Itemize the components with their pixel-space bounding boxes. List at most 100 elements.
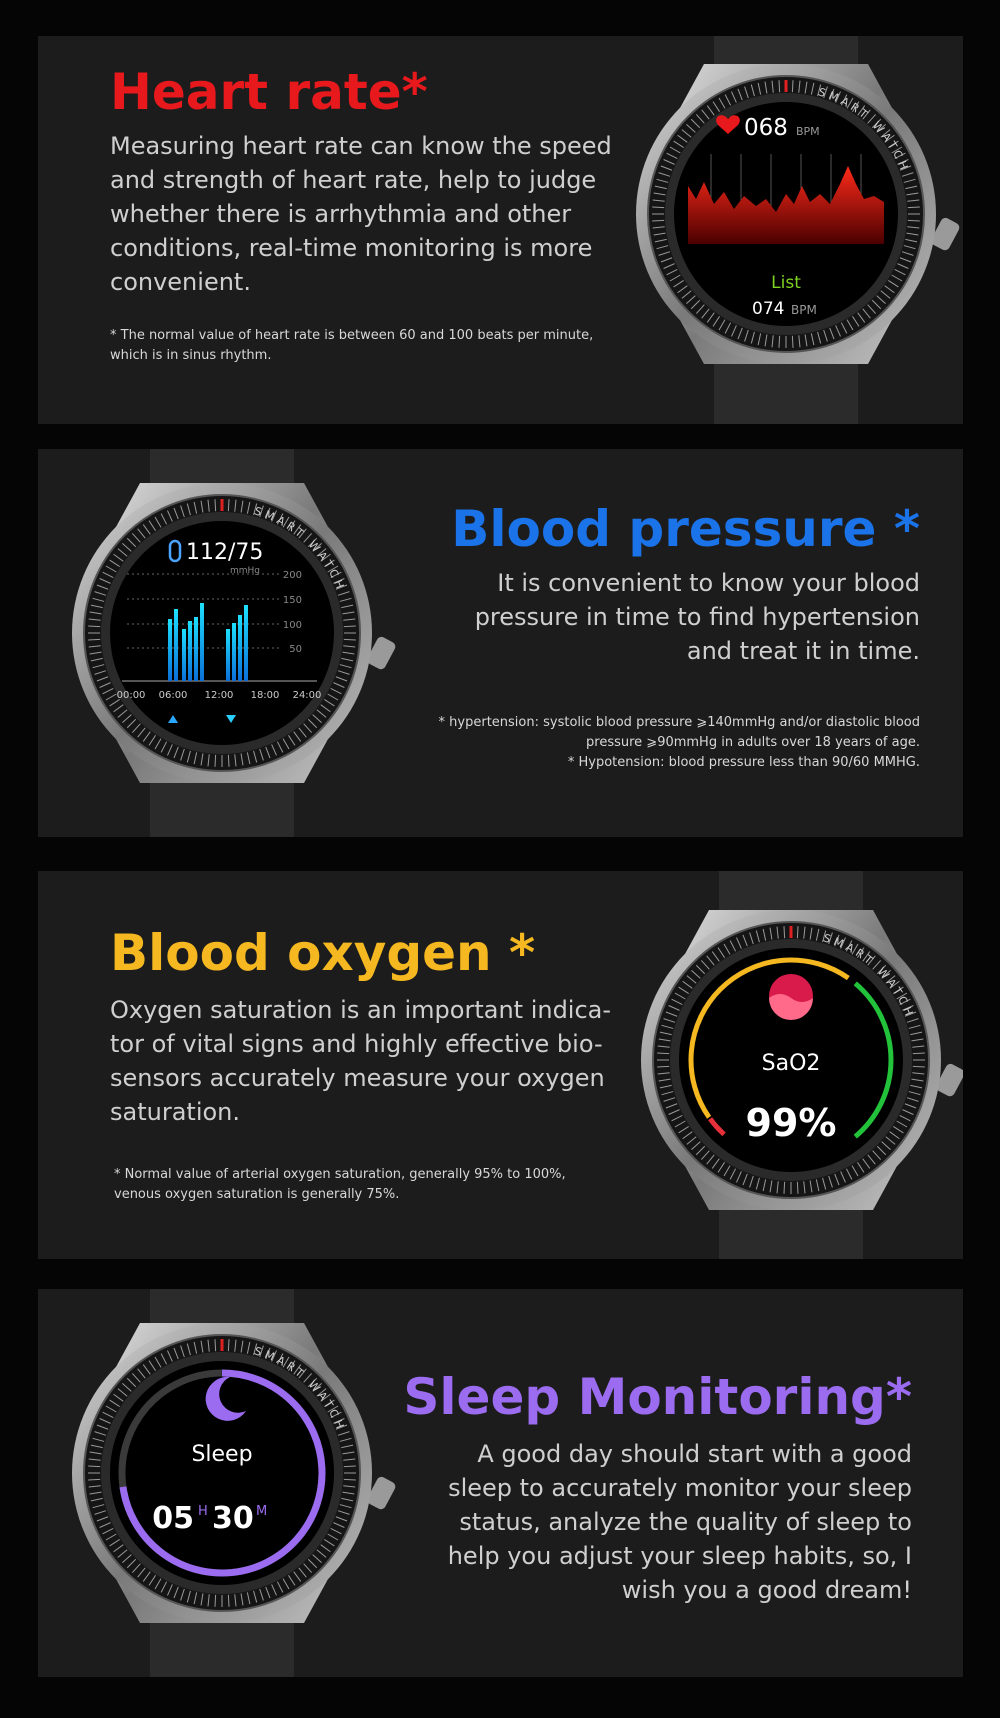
bezel-tick — [910, 1031, 923, 1036]
bezel-tick — [246, 1341, 251, 1354]
bezel-tick — [207, 1339, 210, 1352]
bezel-tick — [288, 1360, 296, 1371]
bezel-tick — [333, 1522, 345, 1528]
bezel-tick — [117, 709, 128, 718]
bezel-tick — [282, 738, 290, 750]
bezel-tick — [657, 1045, 670, 1048]
bezel-tick — [271, 1350, 277, 1362]
bezel-tick — [148, 1575, 156, 1586]
bezel-tick — [681, 129, 692, 138]
bezel-tick — [907, 206, 920, 209]
bezel-tick — [757, 82, 762, 95]
bezel-tick — [665, 1011, 678, 1017]
bezel-tick — [88, 1458, 101, 1461]
bezel-tick — [298, 1567, 307, 1578]
bezel-tick — [180, 505, 185, 518]
bezel-tick — [330, 687, 342, 695]
bezel-tick — [180, 1588, 185, 1601]
bezel-tick — [803, 1181, 806, 1194]
bezel-tick — [99, 578, 111, 584]
bezel-tick — [246, 501, 251, 514]
bezel-tick — [755, 930, 760, 943]
bezel-tick — [214, 754, 217, 767]
bezel-tick — [876, 1145, 887, 1156]
bezel-tick — [312, 542, 322, 552]
bezel-tick — [804, 334, 808, 347]
bezel-tick — [652, 226, 665, 229]
bezel-tick — [657, 1072, 670, 1075]
bezel-tick — [677, 285, 688, 294]
bezel-tick — [131, 533, 141, 543]
bezel-tick — [214, 499, 217, 512]
bezel-tick — [656, 178, 669, 183]
bezel-tick — [117, 548, 128, 557]
bezel-tick — [908, 1091, 921, 1096]
bezel-tick — [840, 322, 848, 334]
body-line: A good day should start with a good — [477, 1440, 912, 1468]
bezel-tick — [829, 327, 835, 340]
bezel-tick — [652, 199, 665, 202]
bezel-tick — [265, 507, 271, 520]
bezel-tick — [253, 1343, 258, 1356]
bezel-tick — [686, 1136, 697, 1145]
bezel-tick — [253, 503, 258, 516]
bezel-tick — [167, 744, 173, 756]
bezel-tick — [90, 657, 103, 662]
section-body: A good day should start with a good slee… — [448, 1437, 912, 1607]
bezel-tick — [674, 1120, 686, 1128]
bezel-tick — [796, 926, 799, 939]
bezel-tick — [92, 1504, 105, 1509]
crown — [367, 1476, 396, 1510]
bezel-tick — [717, 947, 725, 958]
display — [110, 1361, 334, 1585]
bezel-tick — [96, 1516, 109, 1522]
bezel-tick — [857, 105, 866, 116]
bezel-tick — [240, 753, 244, 766]
bezel-tick — [796, 1181, 799, 1194]
bezel-tick — [339, 1504, 352, 1509]
bezel-tick — [324, 699, 335, 707]
bezel-tick — [234, 499, 237, 512]
bezel-tick — [663, 263, 675, 269]
bezel-tick — [240, 1340, 244, 1353]
bezel-tick — [240, 1593, 244, 1606]
bezel-tick — [901, 172, 914, 177]
note-line: * Hypotension: blood pressure less than … — [567, 755, 920, 770]
body-line: pressure in time to find hypertension — [474, 603, 920, 631]
section-title: Heart rate* — [110, 63, 428, 121]
bezel-tick — [867, 304, 877, 314]
bezel-tick — [884, 134, 895, 143]
bezel-tick — [757, 333, 762, 346]
bezel-tick — [771, 80, 774, 93]
bezel-tick — [876, 123, 886, 133]
bezel-tick — [671, 998, 683, 1006]
bezel-tick — [889, 980, 900, 989]
bezel-tick — [186, 750, 191, 763]
bezel-tick — [906, 1097, 919, 1102]
bezel-tick — [312, 714, 322, 724]
bezel-tick — [902, 1005, 914, 1011]
bezel-tick — [288, 735, 296, 746]
bezel-tick — [109, 1399, 120, 1407]
bezel-tick — [828, 1175, 833, 1188]
bezel-tick — [862, 109, 871, 120]
bezel-tick — [330, 1527, 342, 1535]
bezel-tick — [102, 1411, 114, 1419]
watch: SMART WATCH Sleep 05 H 30 M — [72, 1289, 396, 1677]
bezel-tick — [897, 159, 909, 165]
bezel-tick — [744, 329, 749, 342]
bezel-tick — [654, 185, 667, 190]
bezel-tick — [871, 299, 882, 310]
bezel-tick — [99, 682, 111, 688]
bezel-tick — [897, 263, 909, 269]
bezel-tick — [911, 1078, 924, 1082]
bezel-tick — [657, 1052, 670, 1055]
bezel-tick — [671, 1114, 683, 1122]
bezel-tick — [815, 1179, 820, 1192]
bezel-tick — [342, 651, 355, 655]
bezel-tick — [852, 316, 860, 327]
bezel-tick — [899, 165, 912, 171]
bezel-tick — [303, 1563, 313, 1573]
bezel-tick — [89, 651, 102, 655]
